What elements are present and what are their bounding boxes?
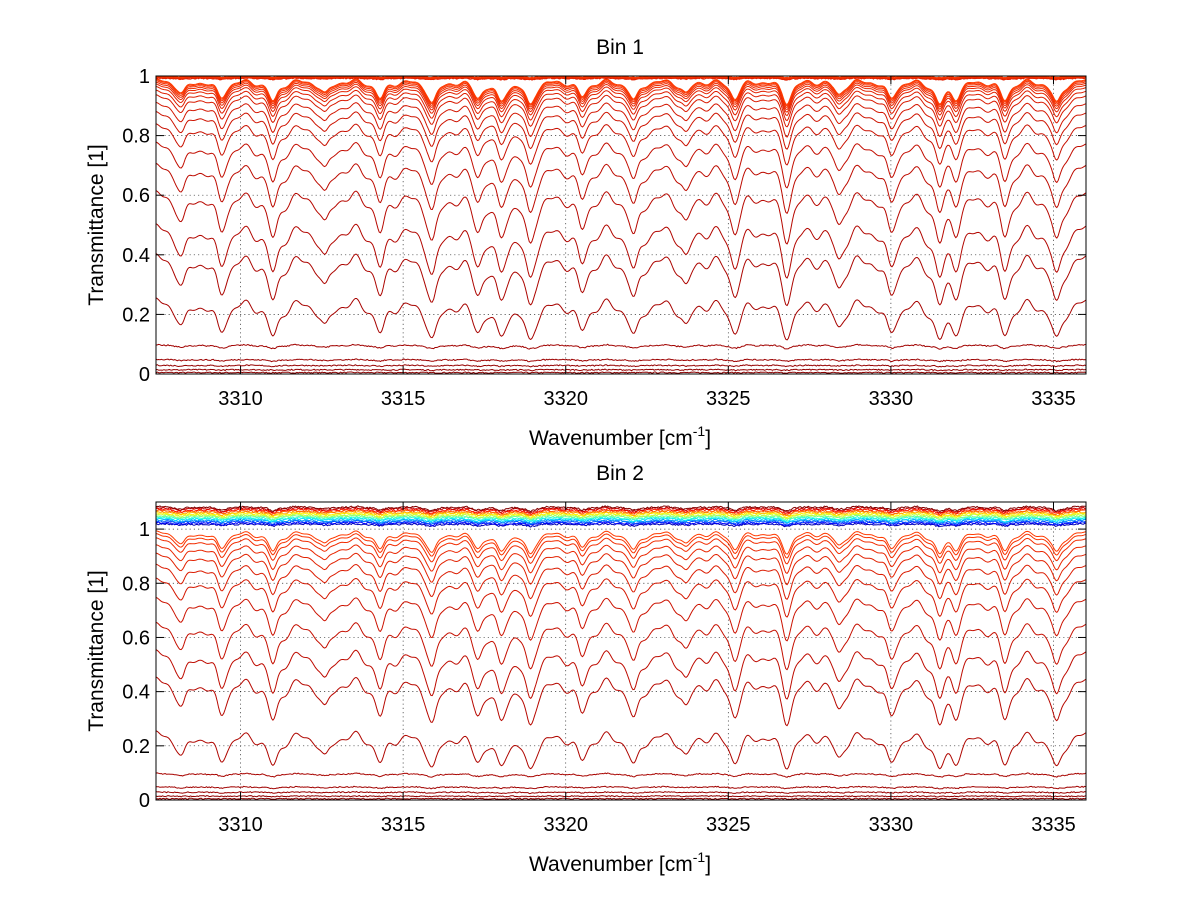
y-tick-label: 0.8 — [122, 126, 150, 148]
x-tick-label: 3315 — [381, 388, 426, 410]
upper-spectrum-trace — [155, 512, 1087, 519]
upper-spectrum-trace — [155, 507, 1087, 515]
x-tick-label: 3310 — [218, 814, 263, 836]
x-tick-label: 3325 — [706, 388, 751, 410]
ticks-bin-2: 3310 3315 3320 3325 3330 3335 0 0.2 0.4 0.6 0.8 1 — [122, 502, 1086, 836]
spectrum-trace — [155, 89, 1087, 122]
spectrum-trace — [155, 530, 1087, 555]
spectrum-trace — [155, 533, 1087, 559]
subplot-bin-1: Bin 1 3310 3315 3320 3325 3330 3335 0 0.2 0.4 0.6… — [85, 36, 1087, 450]
ylabel-bin-2: Transmittance [1] — [85, 570, 108, 731]
spectrum-trace — [155, 364, 1087, 368]
spectrum-trace — [155, 795, 1087, 798]
y-tick-label: 1 — [139, 66, 150, 88]
title-bin-1: Bin 1 — [596, 36, 644, 59]
spectrum-trace — [155, 78, 1087, 107]
xlabel-bin-2: Wavenumber [cm-1] — [529, 849, 711, 876]
spectrum-trace — [155, 577, 1087, 618]
traces-bin-1 — [155, 75, 1087, 374]
spectrum-trace — [155, 297, 1087, 341]
y-tick-label: 0 — [139, 790, 150, 812]
spectrum-trace — [155, 190, 1087, 245]
spectrum-trace — [155, 83, 1087, 113]
spectrum-trace — [155, 676, 1087, 727]
spectrum-trace — [155, 85, 1087, 117]
ticks-bin-1: 3310 3315 3320 3325 3330 3335 0 0.2 0.4 0.6 0.8 1 — [122, 66, 1086, 410]
spectrum-trace — [155, 343, 1087, 350]
x-tick-label: 3320 — [543, 814, 588, 836]
spectrum-trace — [155, 785, 1087, 790]
upper-spectrum-trace — [155, 518, 1087, 525]
y-tick-label: 0.8 — [122, 573, 150, 595]
spectrum-trace — [155, 141, 1087, 189]
x-tick-label: 3320 — [543, 388, 588, 410]
spectrum-trace — [155, 81, 1087, 111]
x-tick-label: 3335 — [1031, 814, 1076, 836]
spectrum-trace — [155, 358, 1087, 363]
xlabel-main-bin-1: Wavenumber [cm — [529, 427, 693, 450]
x-tick-label: 3310 — [218, 388, 263, 410]
x-tick-label: 3315 — [381, 814, 426, 836]
spectrum-trace — [155, 80, 1087, 108]
y-tick-label: 0.2 — [122, 304, 150, 326]
xlabel-bin-1: Wavenumber [cm-1] — [529, 423, 711, 450]
upper-spectrum-trace — [155, 77, 1087, 81]
grid-bin-1 — [156, 75, 1086, 375]
spectrum-trace — [155, 797, 1087, 800]
spectrum-trace — [155, 77, 1087, 105]
spectrum-trace — [155, 123, 1087, 166]
y-tick-label: 0.4 — [122, 682, 150, 704]
upper-spectrum-trace — [155, 521, 1087, 527]
spectrum-trace — [155, 223, 1087, 279]
y-tick-label: 0.4 — [122, 245, 150, 267]
spectrum-trace — [155, 253, 1087, 307]
spectrum-trace — [155, 368, 1087, 372]
x-tick-label: 3330 — [869, 814, 914, 836]
xlabel-close-bin-2: ] — [705, 853, 711, 876]
spectrum-trace — [155, 730, 1087, 770]
y-tick-label: 1 — [139, 519, 150, 541]
spectrum-trace — [155, 563, 1087, 600]
spectrum-trace — [155, 94, 1087, 128]
spectrum-trace — [155, 162, 1087, 214]
xlabel-sup-bin-1: -1 — [693, 423, 706, 439]
title-bin-2: Bin 2 — [596, 462, 644, 485]
spectrum-trace — [155, 371, 1087, 374]
upper-spectrum-trace — [156, 510, 1087, 517]
spectrum-trace — [155, 544, 1087, 574]
ylabel-bin-1: Transmittance [1] — [85, 144, 108, 305]
axes-box-bin-1 — [155, 75, 1087, 375]
xlabel-main-bin-2: Wavenumber [cm — [529, 853, 693, 876]
spectrum-trace — [155, 621, 1087, 671]
xlabel-sup-bin-2: -1 — [693, 849, 706, 865]
xlabel-close-bin-1: ] — [705, 427, 711, 450]
upper-spectrum-trace — [155, 520, 1087, 526]
x-tick-label: 3330 — [869, 388, 914, 410]
spectrum-trace — [155, 552, 1087, 586]
subplot-bin-2: Bin 2 3310 3315 3320 3325 3330 3335 0 0.2 0.4 0.6… — [85, 462, 1087, 876]
traces-bin-2 — [155, 505, 1087, 800]
y-tick-label: 0.2 — [122, 736, 150, 758]
spectrum-trace — [155, 101, 1087, 138]
spectrum-trace — [155, 772, 1087, 778]
spectrum-trace — [155, 537, 1087, 565]
spectrum-trace — [155, 111, 1087, 150]
spectrum-trace — [155, 649, 1087, 700]
x-tick-label: 3325 — [706, 814, 751, 836]
axes-box-bin-2 — [155, 501, 1087, 801]
spectrum-trace — [155, 791, 1087, 795]
y-tick-label: 0.6 — [122, 185, 150, 207]
spectrum-trace — [155, 596, 1087, 642]
y-tick-label: 0.6 — [122, 627, 150, 649]
x-tick-label: 3335 — [1031, 388, 1076, 410]
y-tick-label: 0 — [139, 364, 150, 386]
upper-spectrum-trace — [155, 505, 1087, 513]
